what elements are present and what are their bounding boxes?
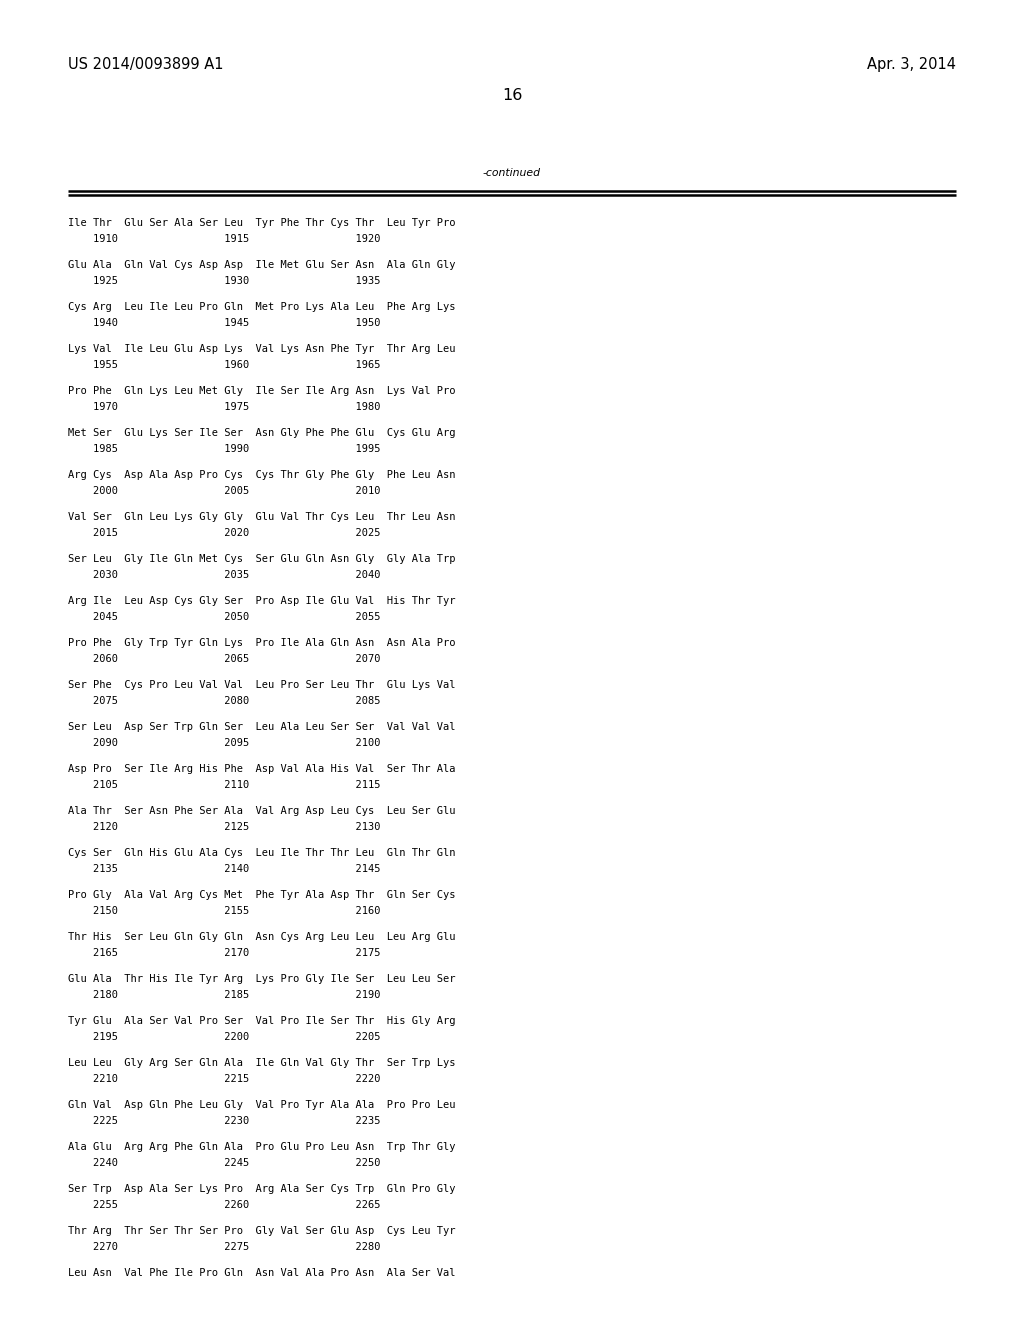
Text: 1910                 1915                 1920: 1910 1915 1920 <box>68 234 381 244</box>
Text: 2180                 2185                 2190: 2180 2185 2190 <box>68 990 381 1001</box>
Text: 2255                 2260                 2265: 2255 2260 2265 <box>68 1200 381 1210</box>
Text: 2015                 2020                 2025: 2015 2020 2025 <box>68 528 381 539</box>
Text: 2105                 2110                 2115: 2105 2110 2115 <box>68 780 381 789</box>
Text: Lys Val  Ile Leu Glu Asp Lys  Val Lys Asn Phe Tyr  Thr Arg Leu: Lys Val Ile Leu Glu Asp Lys Val Lys Asn … <box>68 345 456 354</box>
Text: Arg Ile  Leu Asp Cys Gly Ser  Pro Asp Ile Glu Val  His Thr Tyr: Arg Ile Leu Asp Cys Gly Ser Pro Asp Ile … <box>68 597 456 606</box>
Text: Gln Val  Asp Gln Phe Leu Gly  Val Pro Tyr Ala Ala  Pro Pro Leu: Gln Val Asp Gln Phe Leu Gly Val Pro Tyr … <box>68 1100 456 1110</box>
Text: -continued: -continued <box>483 168 541 178</box>
Text: Met Ser  Glu Lys Ser Ile Ser  Asn Gly Phe Phe Glu  Cys Glu Arg: Met Ser Glu Lys Ser Ile Ser Asn Gly Phe … <box>68 428 456 438</box>
Text: Thr His  Ser Leu Gln Gly Gln  Asn Cys Arg Leu Leu  Leu Arg Glu: Thr His Ser Leu Gln Gly Gln Asn Cys Arg … <box>68 932 456 942</box>
Text: 1955                 1960                 1965: 1955 1960 1965 <box>68 360 381 370</box>
Text: 2240                 2245                 2250: 2240 2245 2250 <box>68 1158 381 1168</box>
Text: Pro Gly  Ala Val Arg Cys Met  Phe Tyr Ala Asp Thr  Gln Ser Cys: Pro Gly Ala Val Arg Cys Met Phe Tyr Ala … <box>68 890 456 900</box>
Text: Pro Phe  Gly Trp Tyr Gln Lys  Pro Ile Ala Gln Asn  Asn Ala Pro: Pro Phe Gly Trp Tyr Gln Lys Pro Ile Ala … <box>68 638 456 648</box>
Text: Glu Ala  Gln Val Cys Asp Asp  Ile Met Glu Ser Asn  Ala Gln Gly: Glu Ala Gln Val Cys Asp Asp Ile Met Glu … <box>68 260 456 271</box>
Text: 2030                 2035                 2040: 2030 2035 2040 <box>68 570 381 579</box>
Text: 2165                 2170                 2175: 2165 2170 2175 <box>68 948 381 958</box>
Text: Ile Thr  Glu Ser Ala Ser Leu  Tyr Phe Thr Cys Thr  Leu Tyr Pro: Ile Thr Glu Ser Ala Ser Leu Tyr Phe Thr … <box>68 218 456 228</box>
Text: Glu Ala  Thr His Ile Tyr Arg  Lys Pro Gly Ile Ser  Leu Leu Ser: Glu Ala Thr His Ile Tyr Arg Lys Pro Gly … <box>68 974 456 983</box>
Text: 2045                 2050                 2055: 2045 2050 2055 <box>68 612 381 622</box>
Text: Ser Trp  Asp Ala Ser Lys Pro  Arg Ala Ser Cys Trp  Gln Pro Gly: Ser Trp Asp Ala Ser Lys Pro Arg Ala Ser … <box>68 1184 456 1195</box>
Text: Ser Leu  Gly Ile Gln Met Cys  Ser Glu Gln Asn Gly  Gly Ala Trp: Ser Leu Gly Ile Gln Met Cys Ser Glu Gln … <box>68 554 456 564</box>
Text: Leu Leu  Gly Arg Ser Gln Ala  Ile Gln Val Gly Thr  Ser Trp Lys: Leu Leu Gly Arg Ser Gln Ala Ile Gln Val … <box>68 1059 456 1068</box>
Text: 2210                 2215                 2220: 2210 2215 2220 <box>68 1074 381 1084</box>
Text: Asp Pro  Ser Ile Arg His Phe  Asp Val Ala His Val  Ser Thr Ala: Asp Pro Ser Ile Arg His Phe Asp Val Ala … <box>68 764 456 774</box>
Text: Apr. 3, 2014: Apr. 3, 2014 <box>867 57 956 73</box>
Text: 1970                 1975                 1980: 1970 1975 1980 <box>68 403 381 412</box>
Text: Tyr Glu  Ala Ser Val Pro Ser  Val Pro Ile Ser Thr  His Gly Arg: Tyr Glu Ala Ser Val Pro Ser Val Pro Ile … <box>68 1016 456 1026</box>
Text: Ser Leu  Asp Ser Trp Gln Ser  Leu Ala Leu Ser Ser  Val Val Val: Ser Leu Asp Ser Trp Gln Ser Leu Ala Leu … <box>68 722 456 733</box>
Text: Arg Cys  Asp Ala Asp Pro Cys  Cys Thr Gly Phe Gly  Phe Leu Asn: Arg Cys Asp Ala Asp Pro Cys Cys Thr Gly … <box>68 470 456 480</box>
Text: 1940                 1945                 1950: 1940 1945 1950 <box>68 318 381 327</box>
Text: Cys Ser  Gln His Glu Ala Cys  Leu Ile Thr Thr Leu  Gln Thr Gln: Cys Ser Gln His Glu Ala Cys Leu Ile Thr … <box>68 847 456 858</box>
Text: 2150                 2155                 2160: 2150 2155 2160 <box>68 906 381 916</box>
Text: 2135                 2140                 2145: 2135 2140 2145 <box>68 865 381 874</box>
Text: Ala Thr  Ser Asn Phe Ser Ala  Val Arg Asp Leu Cys  Leu Ser Glu: Ala Thr Ser Asn Phe Ser Ala Val Arg Asp … <box>68 807 456 816</box>
Text: US 2014/0093899 A1: US 2014/0093899 A1 <box>68 57 223 73</box>
Text: Ser Phe  Cys Pro Leu Val Val  Leu Pro Ser Leu Thr  Glu Lys Val: Ser Phe Cys Pro Leu Val Val Leu Pro Ser … <box>68 680 456 690</box>
Text: 2000                 2005                 2010: 2000 2005 2010 <box>68 486 381 496</box>
Text: 2225                 2230                 2235: 2225 2230 2235 <box>68 1115 381 1126</box>
Text: 2060                 2065                 2070: 2060 2065 2070 <box>68 653 381 664</box>
Text: 1925                 1930                 1935: 1925 1930 1935 <box>68 276 381 286</box>
Text: Thr Arg  Thr Ser Thr Ser Pro  Gly Val Ser Glu Asp  Cys Leu Tyr: Thr Arg Thr Ser Thr Ser Pro Gly Val Ser … <box>68 1226 456 1236</box>
Text: Ala Glu  Arg Arg Phe Gln Ala  Pro Glu Pro Leu Asn  Trp Thr Gly: Ala Glu Arg Arg Phe Gln Ala Pro Glu Pro … <box>68 1142 456 1152</box>
Text: 16: 16 <box>502 88 522 103</box>
Text: Leu Asn  Val Phe Ile Pro Gln  Asn Val Ala Pro Asn  Ala Ser Val: Leu Asn Val Phe Ile Pro Gln Asn Val Ala … <box>68 1269 456 1278</box>
Text: Val Ser  Gln Leu Lys Gly Gly  Glu Val Thr Cys Leu  Thr Leu Asn: Val Ser Gln Leu Lys Gly Gly Glu Val Thr … <box>68 512 456 521</box>
Text: 2090                 2095                 2100: 2090 2095 2100 <box>68 738 381 748</box>
Text: 1985                 1990                 1995: 1985 1990 1995 <box>68 444 381 454</box>
Text: 2120                 2125                 2130: 2120 2125 2130 <box>68 822 381 832</box>
Text: Cys Arg  Leu Ile Leu Pro Gln  Met Pro Lys Ala Leu  Phe Arg Lys: Cys Arg Leu Ile Leu Pro Gln Met Pro Lys … <box>68 302 456 312</box>
Text: 2075                 2080                 2085: 2075 2080 2085 <box>68 696 381 706</box>
Text: 2195                 2200                 2205: 2195 2200 2205 <box>68 1032 381 1041</box>
Text: 2270                 2275                 2280: 2270 2275 2280 <box>68 1242 381 1251</box>
Text: Pro Phe  Gln Lys Leu Met Gly  Ile Ser Ile Arg Asn  Lys Val Pro: Pro Phe Gln Lys Leu Met Gly Ile Ser Ile … <box>68 385 456 396</box>
